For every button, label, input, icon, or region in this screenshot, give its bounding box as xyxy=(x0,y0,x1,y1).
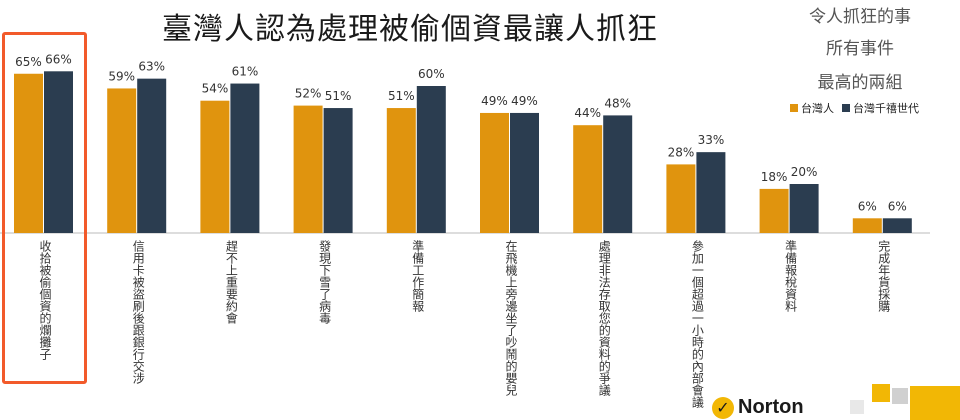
bar-taiwanese-9 xyxy=(852,218,882,233)
bar-millennials-0 xyxy=(44,71,73,233)
data-label-taiwanese-3: 52% xyxy=(295,87,322,101)
bar-millennials-4 xyxy=(416,86,446,233)
category-label-5: 在飛機上旁邊坐了吵鬧的嬰兒 xyxy=(504,240,518,396)
data-label-taiwanese-5: 49% xyxy=(481,94,508,108)
subtitle-line-3: 最高的兩組 xyxy=(817,73,903,93)
legend-label-taiwanese: 台灣人 xyxy=(801,102,834,115)
data-label-taiwanese-8: 18% xyxy=(761,170,788,184)
decor-square-4 xyxy=(850,400,864,414)
data-label-millennials-2: 61% xyxy=(232,65,259,79)
bar-millennials-1 xyxy=(137,78,167,234)
data-label-taiwanese-7: 28% xyxy=(668,145,695,159)
bar-millennials-9 xyxy=(882,218,912,233)
data-label-taiwanese-1: 59% xyxy=(108,69,135,83)
bar-taiwanese-1 xyxy=(107,88,137,233)
category-label-4: 準備工作簡報 xyxy=(410,240,425,312)
data-label-taiwanese-2: 54% xyxy=(202,82,229,96)
category-label-2: 趕不上重要約會 xyxy=(224,240,239,324)
data-label-millennials-7: 33% xyxy=(698,133,725,147)
data-label-millennials-9: 6% xyxy=(888,199,907,213)
category-label-1: 信用卡被盜刷後跟銀行交涉 xyxy=(131,240,146,384)
decor-square-1 xyxy=(872,384,890,402)
legend-swatch-millennials xyxy=(842,104,850,112)
data-label-taiwanese-9: 6% xyxy=(858,199,877,213)
norton-brand-name: Norton xyxy=(738,396,804,418)
category-label-3: 發現下雪了病毒 xyxy=(317,240,332,324)
category-label-9: 完成年貨採購 xyxy=(876,240,891,312)
decor-square-2 xyxy=(892,388,908,404)
norton-logo: ✓ Norton xyxy=(712,396,804,419)
bar-taiwanese-3 xyxy=(293,105,323,233)
legend-label-millennials: 台灣千禧世代 xyxy=(853,102,919,115)
subtitle-line-2: 所有事件 xyxy=(826,39,894,59)
bar-millennials-8 xyxy=(789,184,819,233)
data-label-millennials-6: 48% xyxy=(604,96,631,110)
data-label-taiwanese-0: 65% xyxy=(15,55,42,69)
bar-taiwanese-6 xyxy=(573,125,603,233)
legend-swatch-taiwanese xyxy=(790,104,798,112)
bar-taiwanese-2 xyxy=(200,100,230,233)
bar-taiwanese-4 xyxy=(386,108,416,233)
bar-taiwanese-5 xyxy=(480,112,509,233)
category-label-8: 準備報稅資料 xyxy=(783,240,798,312)
decor-square-3 xyxy=(910,386,960,420)
data-label-taiwanese-4: 51% xyxy=(388,89,415,103)
category-label-6: 處理非法存取您的資料的爭議 xyxy=(597,240,612,396)
highlight-box xyxy=(2,32,87,384)
bar-millennials-7 xyxy=(696,152,726,233)
chart-title: 臺灣人認為處理被偷個資最讓人抓狂 xyxy=(162,12,658,47)
legend: 台灣人 台灣千禧世代 xyxy=(790,100,919,116)
data-label-millennials-5: 49% xyxy=(511,94,538,108)
data-label-millennials-8: 20% xyxy=(791,165,818,179)
data-label-millennials-4: 60% xyxy=(418,67,445,81)
bar-millennials-2 xyxy=(230,83,260,233)
subtitle-line-1: 令人抓狂的事 xyxy=(809,7,911,27)
data-label-millennials-0: 66% xyxy=(45,52,72,66)
category-label-7: 參加一個超過一小時的內部會議 xyxy=(690,240,705,408)
data-label-millennials-3: 51% xyxy=(325,89,352,103)
bar-millennials-3 xyxy=(323,108,353,233)
norton-check-icon: ✓ xyxy=(712,396,734,419)
category-label-0: 收拾被偷個資的爛攤子 xyxy=(38,240,52,360)
bar-taiwanese-0 xyxy=(14,73,43,233)
bar-taiwanese-7 xyxy=(666,164,696,233)
bar-millennials-5 xyxy=(510,112,539,233)
legend-item-millennials: 台灣千禧世代 xyxy=(842,100,919,116)
bar-millennials-6 xyxy=(603,115,633,233)
data-label-millennials-1: 63% xyxy=(138,60,165,74)
bar-taiwanese-8 xyxy=(759,188,789,233)
legend-item-taiwanese: 台灣人 xyxy=(790,100,834,116)
data-label-taiwanese-6: 44% xyxy=(574,106,601,120)
